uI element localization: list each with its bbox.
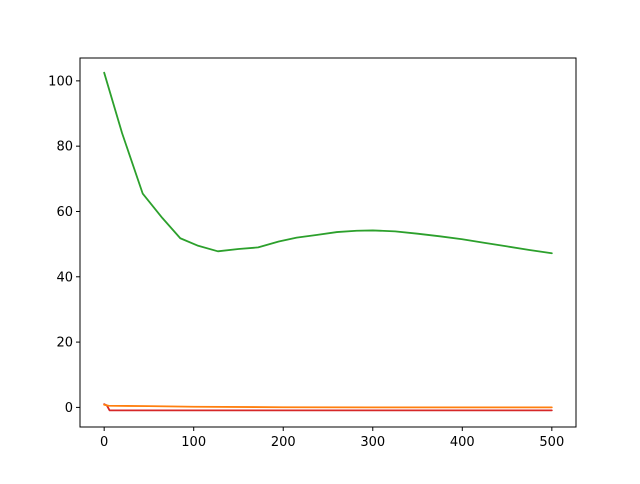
series-line-3 xyxy=(103,403,553,409)
y-tick-label: 40 xyxy=(56,270,73,285)
y-tick-label: 100 xyxy=(48,74,73,89)
y-tick-label: 80 xyxy=(56,140,73,155)
series-line-2 xyxy=(103,403,553,412)
x-tick-label: 0 xyxy=(100,435,108,450)
x-tick-label: 500 xyxy=(539,435,564,450)
x-tick-label: 200 xyxy=(271,435,296,450)
x-tick-label: 100 xyxy=(181,435,206,450)
y-tick-label: 0 xyxy=(65,401,73,416)
series-line-1 xyxy=(103,71,553,255)
y-axis: 0 20 40 60 80 100 xyxy=(48,74,80,416)
y-tick-label: 20 xyxy=(56,336,73,351)
x-tick-label: 400 xyxy=(450,435,475,450)
x-tick-label: 300 xyxy=(360,435,385,450)
series-layer xyxy=(103,71,553,412)
y-tick-label: 60 xyxy=(56,205,73,220)
x-axis: 0 100 200 300 400 500 xyxy=(100,427,564,450)
plot-frame xyxy=(79,57,577,428)
